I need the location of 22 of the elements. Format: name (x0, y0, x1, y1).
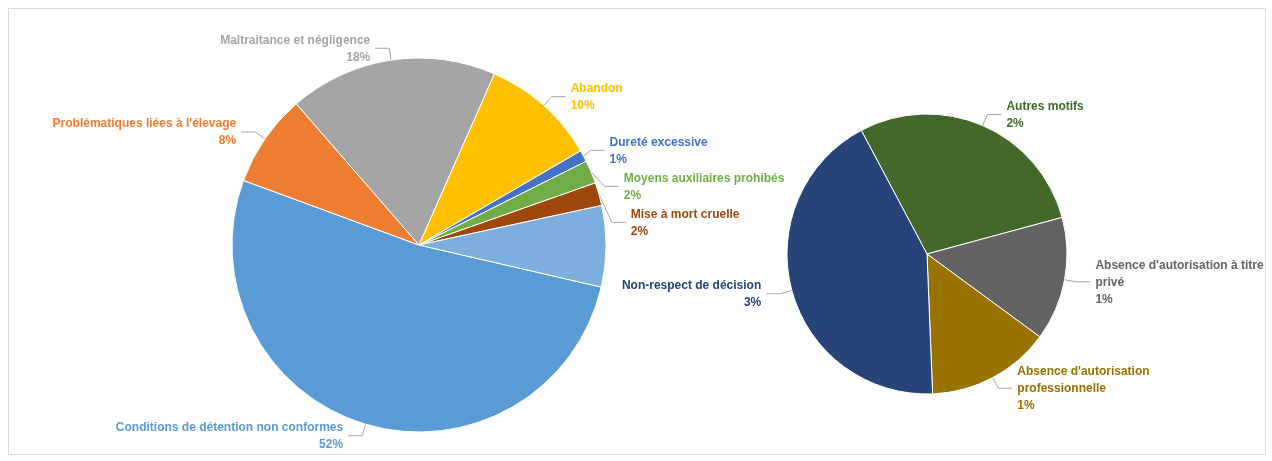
data-label: 18% (346, 49, 371, 64)
data-label: 1% (1095, 291, 1114, 306)
slice-label: Absence d'autorisation professionnelle (1017, 364, 1153, 396)
data-label: 8% (218, 133, 237, 148)
slice-label: Absence d'autorisation à titre privé (1095, 257, 1267, 289)
slice-label: Non-respect de décision (621, 278, 762, 293)
data-label: 52% (319, 437, 344, 452)
data-label: 1% (1017, 398, 1036, 413)
slice-label: Abandon (570, 81, 623, 96)
data-label: 2% (630, 223, 649, 238)
data-label: 2% (623, 187, 642, 202)
slice-label: Dureté excessive (609, 134, 709, 149)
slice-label: Maltraitance et négligence (220, 32, 371, 47)
slice-label: Conditions de détention non conformes (115, 420, 344, 435)
data-label: 1% (609, 151, 628, 166)
slice-label: Problématiques liées à l'élevage (52, 116, 237, 131)
slice-label: Moyens auxiliaires prohibés (623, 170, 785, 185)
slice-label: Mise à mort cruelle (630, 206, 740, 221)
data-label: 10% (570, 98, 595, 113)
slice-label: Autres motifs (1006, 99, 1085, 114)
data-label: 3% (743, 295, 762, 310)
data-label: 2% (1006, 116, 1025, 131)
